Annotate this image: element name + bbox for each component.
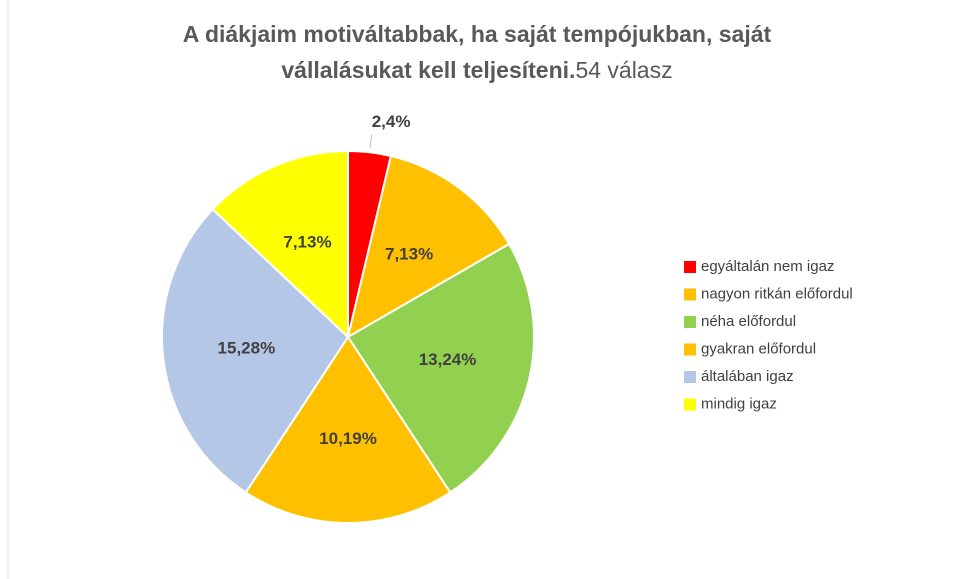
legend-swatch: [684, 288, 696, 301]
legend-label: általában igaz: [701, 368, 794, 385]
chart-title: vállalásukat kell teljesíteni.: [281, 57, 575, 83]
legend-swatch: [684, 371, 696, 383]
chart-title: A diákjaim motiváltabbak, ha saját tempó…: [183, 21, 772, 47]
pie-slice: [346, 154, 511, 340]
legend-label: nagyon ritkán előfordul: [701, 285, 853, 302]
data-label: 2,4%: [372, 112, 411, 131]
data-label: 13,24%: [419, 350, 477, 369]
pie-slice: [244, 335, 452, 525]
pie-slice: [211, 149, 349, 340]
legend-swatch: [684, 316, 696, 328]
legend-swatch: [684, 343, 696, 356]
legend-swatch: [684, 261, 696, 273]
pie-slice: [161, 207, 350, 494]
data-label: 10,19%: [319, 429, 377, 448]
legend-label: gyakran előfordul: [701, 340, 816, 357]
pie-slice: [346, 242, 535, 494]
chart-subtitle: 54 válasz: [575, 57, 672, 83]
legend-swatch: [684, 398, 696, 411]
data-label: 15,28%: [218, 338, 276, 357]
data-label: 7,13%: [385, 244, 433, 263]
chart-title-line: vállalásukat kell teljesíteni.54 válasz: [281, 57, 672, 83]
legend-label: mindig igaz: [701, 395, 777, 412]
legend-label: egyáltalán nem igaz: [701, 258, 834, 275]
leader-line: [369, 134, 373, 149]
legend-label: néha előfordul: [701, 313, 796, 330]
data-label: 7,13%: [283, 233, 331, 252]
